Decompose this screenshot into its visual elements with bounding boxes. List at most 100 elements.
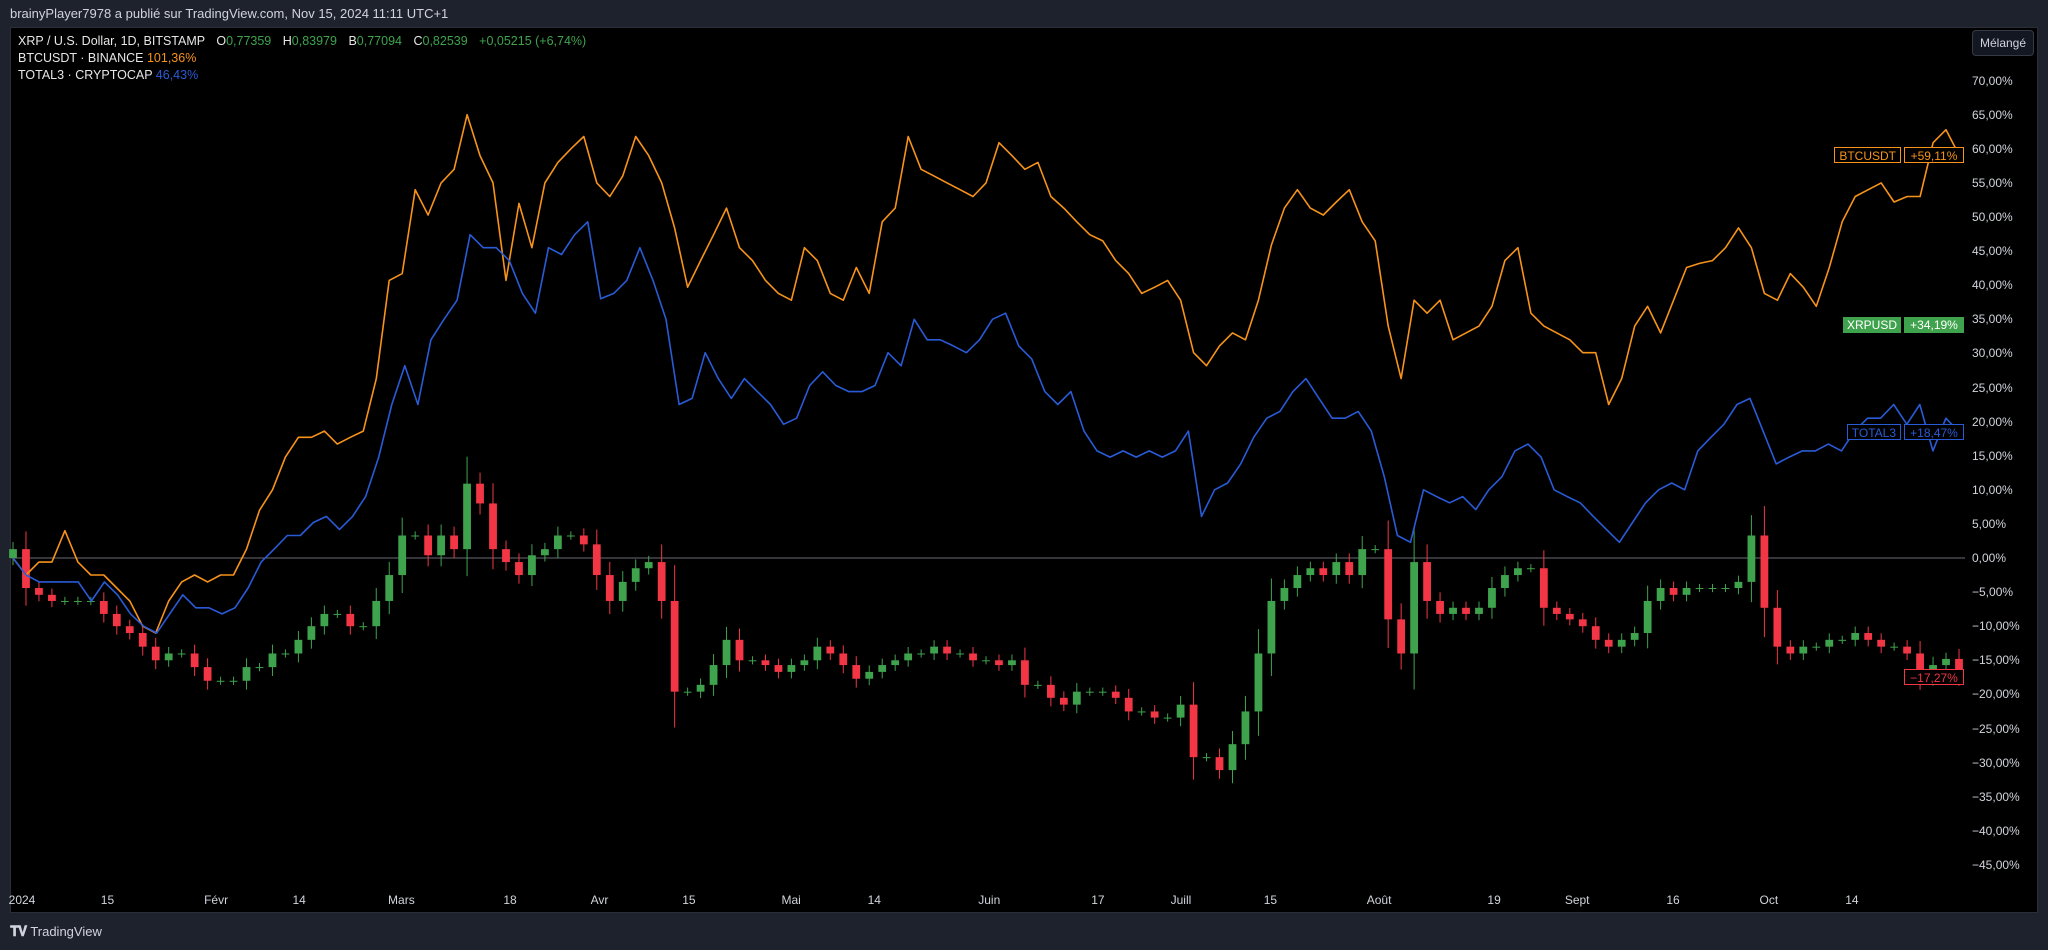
candle-body: [579, 535, 588, 545]
legend-btc[interactable]: BTCUSDT · BINANCE 101,36%: [18, 51, 196, 65]
candle-body: [917, 653, 926, 655]
time-tick-label: Sept: [1564, 893, 1590, 907]
chart-panel[interactable]: [10, 27, 2038, 913]
btc-value-badge: +59,11%: [1904, 147, 1964, 163]
candle-body: [1176, 704, 1185, 718]
candle-body: [891, 660, 900, 666]
candle-body: [696, 684, 705, 692]
candle-body: [1111, 691, 1120, 698]
candle-body: [1942, 658, 1950, 666]
candle-body: [1656, 588, 1665, 601]
price-tick-label: 5,00%: [1972, 516, 2007, 531]
candle-body: [1098, 691, 1107, 693]
candle-body: [787, 665, 796, 672]
price-tick-label: −35,00%: [1972, 789, 2020, 804]
candle-body: [1449, 607, 1457, 614]
candle-body: [61, 600, 69, 602]
candle-body: [1008, 660, 1016, 666]
total3-value: 46,43%: [155, 68, 199, 82]
candle-body: [995, 660, 1003, 666]
candle-body: [1410, 562, 1419, 654]
candle-body: [1423, 562, 1431, 601]
time-tick-label: 15: [100, 893, 115, 907]
candle-body: [618, 581, 627, 601]
candle-body: [1799, 646, 1808, 654]
total3-name-badge: TOTAL3: [1846, 424, 1901, 440]
time-tick-label: Févr: [204, 893, 229, 907]
candle-body: [1150, 711, 1159, 718]
price-tick-label: 70,00%: [1972, 73, 2013, 88]
price-tick-label: 45,00%: [1972, 244, 2013, 259]
candle-body: [112, 613, 121, 627]
candle-body: [1436, 600, 1444, 614]
candle-body: [177, 653, 186, 655]
candle-body: [385, 575, 394, 601]
price-tick-label: −15,00%: [1972, 653, 2020, 668]
price-tick-label: 15,00%: [1972, 448, 2013, 463]
candle-body: [566, 535, 575, 537]
candle-body: [1539, 568, 1548, 608]
total3-line: [12, 221, 1960, 634]
candle-body: [1747, 535, 1756, 582]
time-tick-label: Août: [1366, 893, 1392, 907]
candle-body: [1890, 646, 1899, 648]
price-tick-label: −30,00%: [1972, 755, 2020, 770]
footer-brand[interactable]: TradingView: [30, 924, 102, 939]
candle-body: [865, 671, 874, 679]
candle-body: [437, 535, 446, 556]
time-tick-label: 14: [1845, 893, 1859, 907]
candle-body: [22, 549, 30, 589]
candle-body: [1034, 684, 1042, 686]
candle-body: [1163, 717, 1172, 719]
candle-body: [463, 483, 471, 550]
time-tick-label: 2024: [8, 893, 36, 907]
candle-body: [1475, 607, 1483, 614]
legend-main[interactable]: XRP / U.S. Dollar, 1D, BITSTAMP O0,77359…: [18, 34, 586, 48]
price-tick-label: 40,00%: [1972, 278, 2013, 293]
candle-body: [424, 535, 433, 556]
candle-body: [1046, 684, 1055, 698]
candle-body: [1617, 639, 1626, 647]
close-label: C: [413, 34, 423, 48]
candle-body: [398, 535, 407, 576]
candle-body: [151, 646, 160, 661]
candle-body: [1695, 588, 1704, 590]
time-tick-label: 16: [1666, 893, 1680, 907]
candle-body: [1358, 549, 1367, 576]
candle-body: [969, 653, 977, 661]
candle-body: [813, 646, 822, 661]
close-value: 0,82539: [422, 34, 468, 48]
candle-body: [1877, 639, 1886, 647]
candle-body: [1280, 588, 1289, 601]
price-tick-label: 50,00%: [1972, 210, 2013, 224]
candle-body: [683, 691, 692, 693]
xrp-value-badge: +34,19%: [1904, 317, 1964, 333]
candle-body: [709, 665, 718, 685]
candle-body: [1864, 633, 1873, 640]
low-value: 0,77094: [356, 34, 402, 48]
candle-body: [982, 660, 990, 662]
candle-body: [1202, 757, 1211, 759]
candle-body: [359, 626, 368, 628]
scale-mode-button[interactable]: Mélangé: [1972, 30, 2034, 56]
candle-body: [1085, 691, 1094, 693]
candle-body: [73, 600, 82, 602]
candle-body: [1526, 568, 1535, 570]
candle-body: [748, 660, 757, 662]
candle-body: [592, 544, 601, 576]
candle-body: [1514, 568, 1522, 576]
btc-value: 101,36%: [146, 51, 197, 65]
candle-body: [1384, 549, 1393, 620]
time-tick-label: 17: [1091, 893, 1105, 907]
candle-body: [1916, 653, 1924, 678]
candle-body: [489, 503, 497, 550]
candle-body: [1669, 588, 1678, 595]
legend-total3[interactable]: TOTAL3 · CRYPTOCAP 46,43%: [18, 68, 198, 82]
candle-body: [1734, 581, 1743, 589]
candle-body: [553, 535, 562, 550]
candle-body: [1059, 697, 1068, 705]
time-tick-label: 18: [503, 893, 517, 907]
xrp-last-price-badge: −17,27%: [1904, 669, 1964, 685]
candle-body: [774, 665, 783, 672]
